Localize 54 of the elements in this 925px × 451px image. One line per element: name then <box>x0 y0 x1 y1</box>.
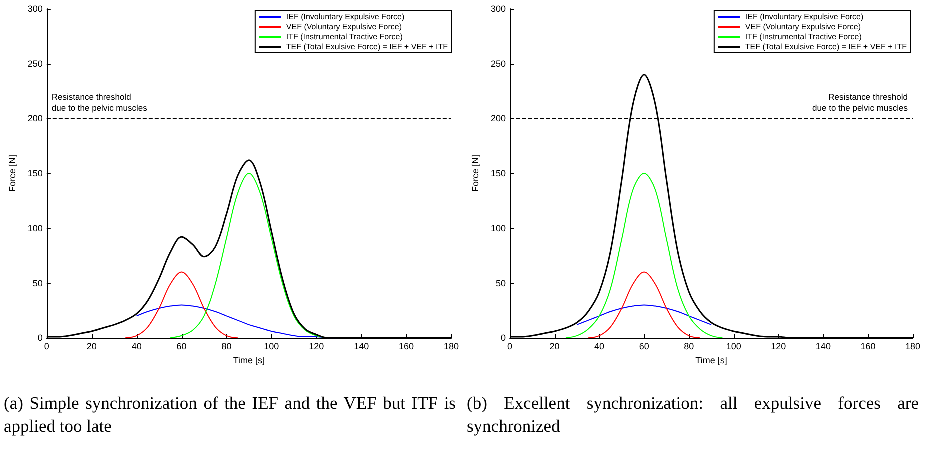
x-tick-label: 60 <box>639 342 650 352</box>
y-tick-label: 200 <box>28 114 43 124</box>
y-axis-title: Force [N] <box>470 155 481 192</box>
y-tick-label: 100 <box>490 223 506 234</box>
y-tick-label: 100 <box>28 223 43 234</box>
line-series <box>588 272 701 339</box>
y-tick-label: 300 <box>28 4 43 14</box>
y-tick-label: 300 <box>490 4 506 14</box>
y-axis-title: Force [N] <box>8 155 18 192</box>
y-tick-label: 250 <box>28 58 43 69</box>
y-tick-label: 200 <box>490 114 506 124</box>
x-tick-label: 180 <box>444 342 460 352</box>
y-tick-label: 0 <box>38 333 43 344</box>
legend-label: VEF (Voluntary Expulsive Force) <box>286 22 402 32</box>
x-tick-label: 160 <box>860 342 876 352</box>
x-axis-title: Time [s] <box>696 356 728 366</box>
x-tick-label: 20 <box>550 342 560 352</box>
x-tick-label: 140 <box>816 342 831 352</box>
x-tick-label: 0 <box>507 342 513 352</box>
x-tick-label: 60 <box>176 342 187 352</box>
x-tick-label: 20 <box>86 342 97 352</box>
y-tick-label: 250 <box>490 58 506 69</box>
x-tick-label: 120 <box>771 342 786 352</box>
x-tick-label: 100 <box>726 342 742 352</box>
text: (a) Simple synchronization of the IEF and the VEF but ITF is applied too late <box>4 392 456 438</box>
x-tick-label: 120 <box>309 342 324 352</box>
x-tick-label: 180 <box>905 342 921 352</box>
line-series <box>125 272 238 339</box>
x-tick-label: 40 <box>594 342 605 352</box>
legend-label: ITF (Instrumental Tractive Force) <box>286 32 404 42</box>
y-tick-label: 50 <box>496 278 506 288</box>
legend-label: IEF (Involuntary Expulsive Force) <box>286 12 406 22</box>
y-tick-label: 150 <box>28 168 43 179</box>
ref-line-label: Resistance threshold due to the pelvic muscles <box>52 92 148 114</box>
x-tick-label: 80 <box>684 342 694 352</box>
y-tick-label: 150 <box>490 168 506 179</box>
line-series <box>576 304 712 326</box>
x-tick-label: 140 <box>354 342 370 352</box>
legend-label: ITF (Instrumental Tractive Force) <box>745 32 862 42</box>
line-series <box>565 173 724 339</box>
legend-label: TEF (Total Exulsive Force) = IEF + VEF + ITF <box>286 42 448 52</box>
x-tick-label: 40 <box>132 342 142 352</box>
x-tick-label: 100 <box>264 342 280 352</box>
x-axis-title: Time [s] <box>233 356 266 366</box>
y-tick-label: 50 <box>32 278 43 288</box>
legend-label: IEF (Involuntary Expulsive Force) <box>745 12 864 22</box>
x-tick-label: 0 <box>44 342 50 352</box>
legend-label: TEF (Total Exulsive Force) = IEF + VEF + ITF <box>745 42 908 52</box>
text: (b) Excellent synchronization: all expulsive forces are synchronized <box>467 392 919 438</box>
x-tick-label: 80 <box>222 342 232 352</box>
legend-label: VEF (Voluntary Expulsive Force) <box>745 22 862 32</box>
x-tick-label: 160 <box>399 342 414 352</box>
ref-line-label: Resistance threshold due to the pelvic muscles <box>812 92 908 114</box>
y-tick-label: 0 <box>500 333 506 344</box>
